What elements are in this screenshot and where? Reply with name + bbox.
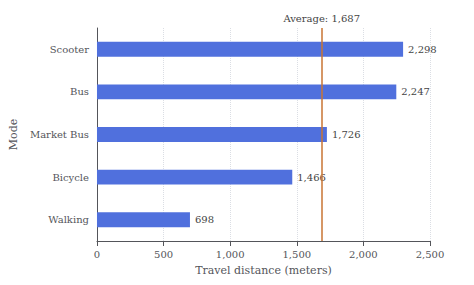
svg-text:1,466: 1,466	[297, 171, 326, 183]
svg-text:Mode: Mode	[7, 119, 20, 150]
svg-text:500: 500	[154, 249, 173, 260]
svg-text:2,298: 2,298	[408, 44, 437, 55]
svg-text:698: 698	[195, 214, 214, 225]
svg-text:Bicycle: Bicycle	[52, 172, 89, 183]
svg-text:Bus: Bus	[70, 86, 89, 97]
svg-text:2,000: 2,000	[349, 249, 378, 260]
svg-text:0: 0	[94, 249, 100, 260]
svg-text:Scooter: Scooter	[50, 44, 89, 55]
svg-text:1,500: 1,500	[282, 249, 311, 260]
svg-text:1,000: 1,000	[216, 249, 245, 260]
svg-text:2,500: 2,500	[416, 249, 445, 260]
svg-text:Walking: Walking	[48, 214, 89, 225]
svg-text:Travel distance (meters): Travel distance (meters)	[195, 264, 332, 277]
svg-text:1,726: 1,726	[332, 129, 361, 140]
svg-text:2,247: 2,247	[401, 86, 430, 97]
svg-text:Average: 1,687: Average: 1,687	[282, 13, 360, 24]
svg-text:Market Bus: Market Bus	[30, 129, 89, 140]
